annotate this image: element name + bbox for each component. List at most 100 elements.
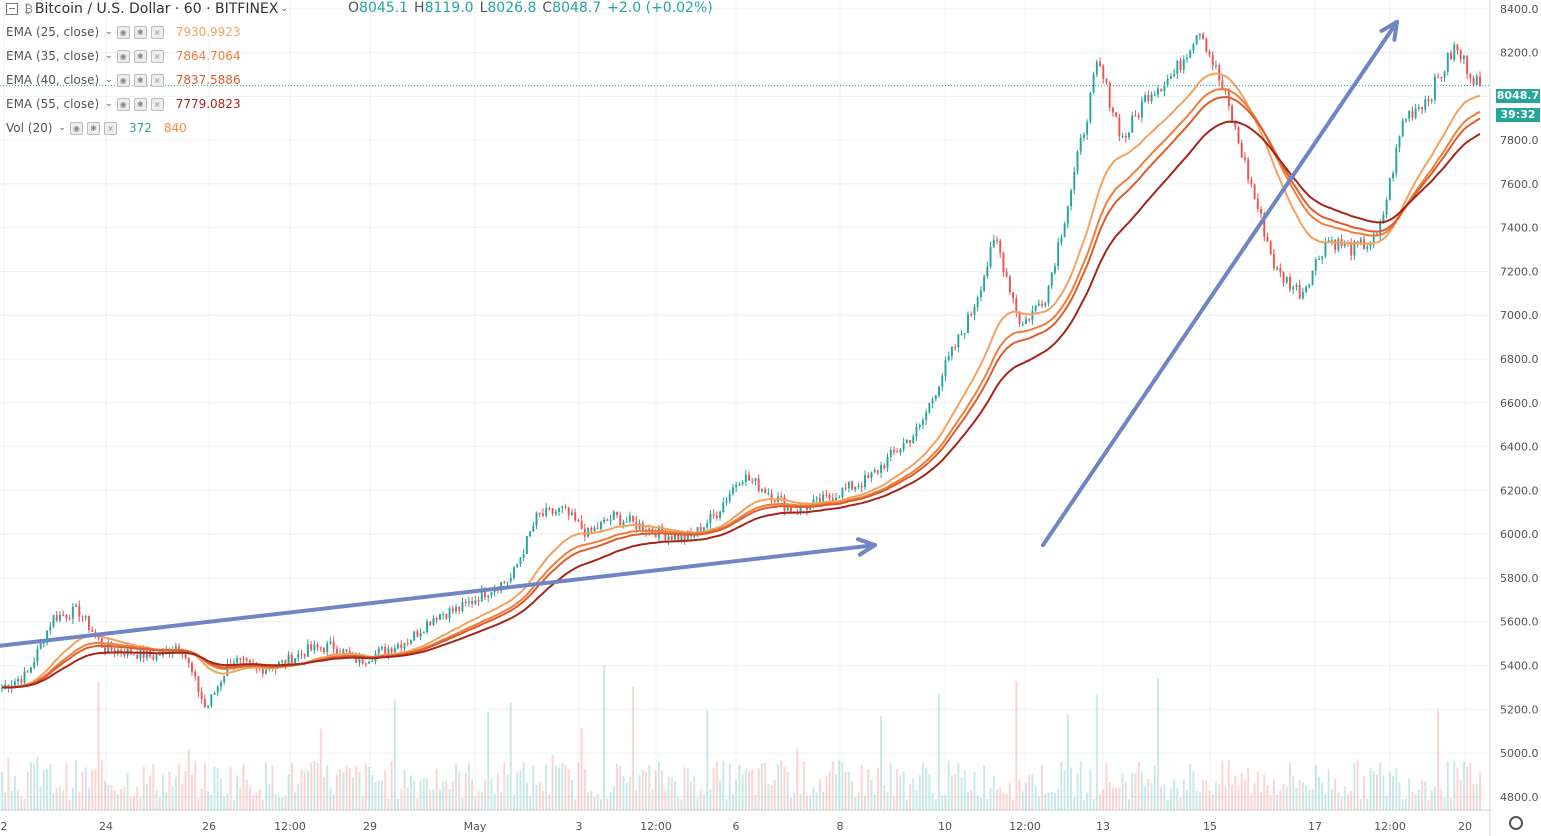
volume-bar	[384, 770, 387, 810]
candle-body	[178, 646, 181, 650]
candle-body	[39, 642, 42, 649]
volume-bar	[973, 772, 976, 810]
gear-icon[interactable]: ✱	[133, 97, 147, 111]
close-icon[interactable]: ×	[150, 97, 164, 111]
volume-bar	[406, 787, 409, 810]
close-icon[interactable]: ×	[150, 25, 164, 39]
candle-body	[232, 662, 235, 665]
volume-bar	[136, 786, 139, 810]
indicator-label[interactable]: EMA (40, close)	[6, 73, 100, 87]
volume-bar	[1198, 792, 1201, 810]
volume-bar	[129, 797, 132, 810]
candle-body	[75, 605, 78, 607]
close-icon[interactable]: ×	[150, 73, 164, 87]
candle-body	[522, 554, 525, 558]
close-icon[interactable]: ×	[150, 49, 164, 63]
candle-body	[277, 661, 280, 667]
indicator-row[interactable]: EMA (25, close) ⌄ ◉ ✱ × 7930.9923	[6, 24, 241, 40]
gear-icon[interactable]: ✱	[133, 25, 147, 39]
volume-bar	[529, 795, 532, 810]
indicator-row[interactable]: Vol (20) ⌄ ◉ ✱ × 372 840	[6, 120, 187, 136]
x-tick-label: 24	[99, 820, 113, 833]
symbol-title[interactable]: Bitcoin / U.S. Dollar · 60 · BITFINEX	[34, 1, 279, 17]
close-icon[interactable]: ×	[103, 121, 117, 135]
chevron-down-icon[interactable]: ⌄	[105, 99, 113, 109]
volume-bar	[1446, 761, 1449, 810]
candle-body	[1118, 116, 1121, 136]
volume-bar	[1137, 761, 1140, 810]
candle-body	[815, 497, 818, 500]
volume-bar	[145, 783, 148, 810]
volume-bar	[1192, 770, 1195, 810]
indicator-row[interactable]: EMA (35, close) ⌄ ◉ ✱ × 7864.7064	[6, 48, 241, 64]
volume-bar	[429, 790, 432, 810]
volume-bar	[899, 775, 902, 810]
x-tick-label: 17	[1308, 820, 1322, 833]
candle-body	[577, 520, 580, 522]
volume-bar	[548, 794, 551, 810]
eye-icon[interactable]: ◉	[116, 97, 130, 111]
volume-bar	[300, 769, 303, 810]
eye-icon[interactable]: ◉	[116, 25, 130, 39]
candle-body	[78, 605, 81, 617]
gear-icon[interactable]: ✱	[133, 49, 147, 63]
candle-body	[1392, 173, 1395, 179]
candle-body	[883, 465, 886, 469]
indicator-row[interactable]: EMA (40, close) ⌄ ◉ ✱ × 7837.5886	[6, 72, 241, 88]
volume-bar	[596, 793, 599, 810]
eye-icon[interactable]: ◉	[69, 121, 83, 135]
chevron-down-icon[interactable]: ⌄	[58, 123, 66, 133]
candle-body	[754, 478, 757, 482]
candle-body	[1385, 200, 1388, 215]
candle-body	[1279, 267, 1282, 273]
volume-bar	[957, 762, 960, 810]
volume-bar	[242, 763, 245, 810]
trend-arrow-line	[1041, 19, 1399, 548]
gear-icon[interactable]	[1509, 816, 1523, 830]
candle-body	[1411, 111, 1414, 118]
indicator-label[interactable]: Vol (20)	[6, 121, 53, 135]
candle-body	[480, 589, 483, 602]
volume-bar	[735, 779, 738, 810]
eye-icon[interactable]: ◉	[116, 49, 130, 63]
volume-bar	[574, 799, 577, 810]
gear-icon[interactable]: ✱	[133, 73, 147, 87]
indicator-label[interactable]: EMA (25, close)	[6, 25, 100, 39]
indicator-label[interactable]: EMA (55, close)	[6, 97, 100, 111]
candle-body	[348, 651, 351, 654]
chevron-down-icon[interactable]: ⌄	[280, 4, 288, 14]
candle-body	[738, 484, 741, 486]
volume-bar	[26, 771, 29, 810]
candle-body	[1408, 111, 1411, 119]
candle-body	[719, 511, 722, 518]
volume-bar	[789, 797, 792, 810]
candle-body	[381, 647, 383, 649]
volume-bar	[467, 763, 470, 810]
volume-bar	[1382, 775, 1385, 810]
candle-body	[226, 663, 229, 677]
candle-body	[361, 656, 364, 664]
chevron-down-icon[interactable]: ⌄	[105, 27, 113, 37]
candle-body	[957, 334, 960, 348]
candle-body	[950, 346, 953, 357]
volume-bar	[1002, 792, 1005, 810]
gear-icon[interactable]: ✱	[86, 121, 100, 135]
candle-body	[216, 686, 219, 693]
indicator-label[interactable]: EMA (35, close)	[6, 49, 100, 63]
candle-body	[1292, 286, 1295, 290]
volume-bar	[277, 796, 280, 810]
indicator-row[interactable]: EMA (55, close) ⌄ ◉ ✱ × 7779.0823	[6, 96, 241, 112]
candle-body	[1105, 78, 1108, 83]
chevron-down-icon[interactable]: ⌄	[105, 75, 113, 85]
chevron-down-icon[interactable]: ⌄	[105, 51, 113, 61]
volume-bar	[767, 783, 770, 810]
eye-icon[interactable]: ◉	[116, 73, 130, 87]
volume-bar	[645, 772, 647, 810]
volume-bar	[1028, 774, 1031, 810]
volume-bar	[1272, 779, 1275, 810]
volume-bar	[796, 748, 799, 810]
minus-square-icon[interactable]	[6, 3, 18, 15]
volume-bar	[1305, 785, 1308, 810]
